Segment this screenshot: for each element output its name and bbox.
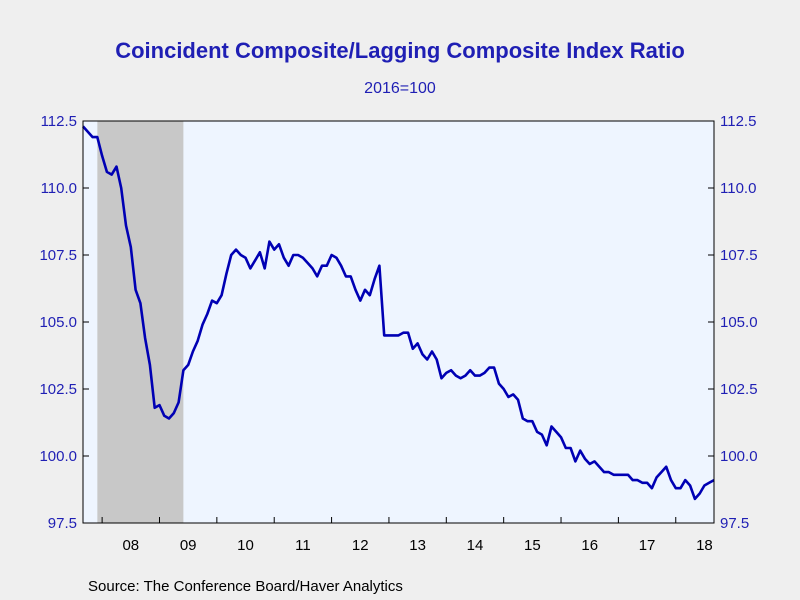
y-tick-label-left: 102.5 bbox=[39, 381, 77, 398]
y-tick-label-right: 100.0 bbox=[720, 448, 758, 465]
x-tick-label: 10 bbox=[237, 537, 254, 554]
source-note: Source: The Conference Board/Haver Analy… bbox=[88, 578, 403, 595]
y-tick-label-right: 112.5 bbox=[720, 113, 756, 130]
y-tick-label-right: 110.0 bbox=[720, 180, 756, 197]
y-tick-label-right: 97.5 bbox=[720, 515, 749, 532]
series-line bbox=[82, 125, 715, 501]
recession-shading bbox=[97, 121, 184, 523]
x-tick-label: 18 bbox=[696, 537, 713, 554]
x-tick-label: 15 bbox=[524, 537, 541, 554]
x-tick-label: 09 bbox=[180, 537, 197, 554]
x-tick-label: 17 bbox=[639, 537, 656, 554]
y-tick-label-left: 105.0 bbox=[39, 314, 77, 331]
x-tick-label: 11 bbox=[295, 537, 311, 554]
y-tick-label-left: 100.0 bbox=[39, 448, 77, 465]
chart-subtitle: 2016=100 bbox=[364, 80, 436, 97]
x-tick-label: 13 bbox=[409, 537, 426, 554]
y-tick-label-right: 105.0 bbox=[720, 314, 758, 331]
x-tick-label: 16 bbox=[581, 537, 598, 554]
y-tick-label-left: 97.5 bbox=[48, 515, 77, 532]
y-tick-label-right: 102.5 bbox=[720, 381, 758, 398]
x-tick-label: 12 bbox=[352, 537, 369, 554]
y-tick-label-right: 107.5 bbox=[720, 247, 758, 264]
y-tick-label-left: 107.5 bbox=[39, 247, 77, 264]
y-tick-label-left: 112.5 bbox=[41, 113, 77, 130]
x-tick-label: 14 bbox=[467, 537, 484, 554]
plot-frame bbox=[82, 120, 715, 524]
chart-title: Coincident Composite/Lagging Composite I… bbox=[115, 38, 685, 63]
x-tick-label: 08 bbox=[122, 537, 139, 554]
y-tick-label-left: 110.0 bbox=[41, 180, 77, 197]
plot-area bbox=[83, 121, 714, 523]
